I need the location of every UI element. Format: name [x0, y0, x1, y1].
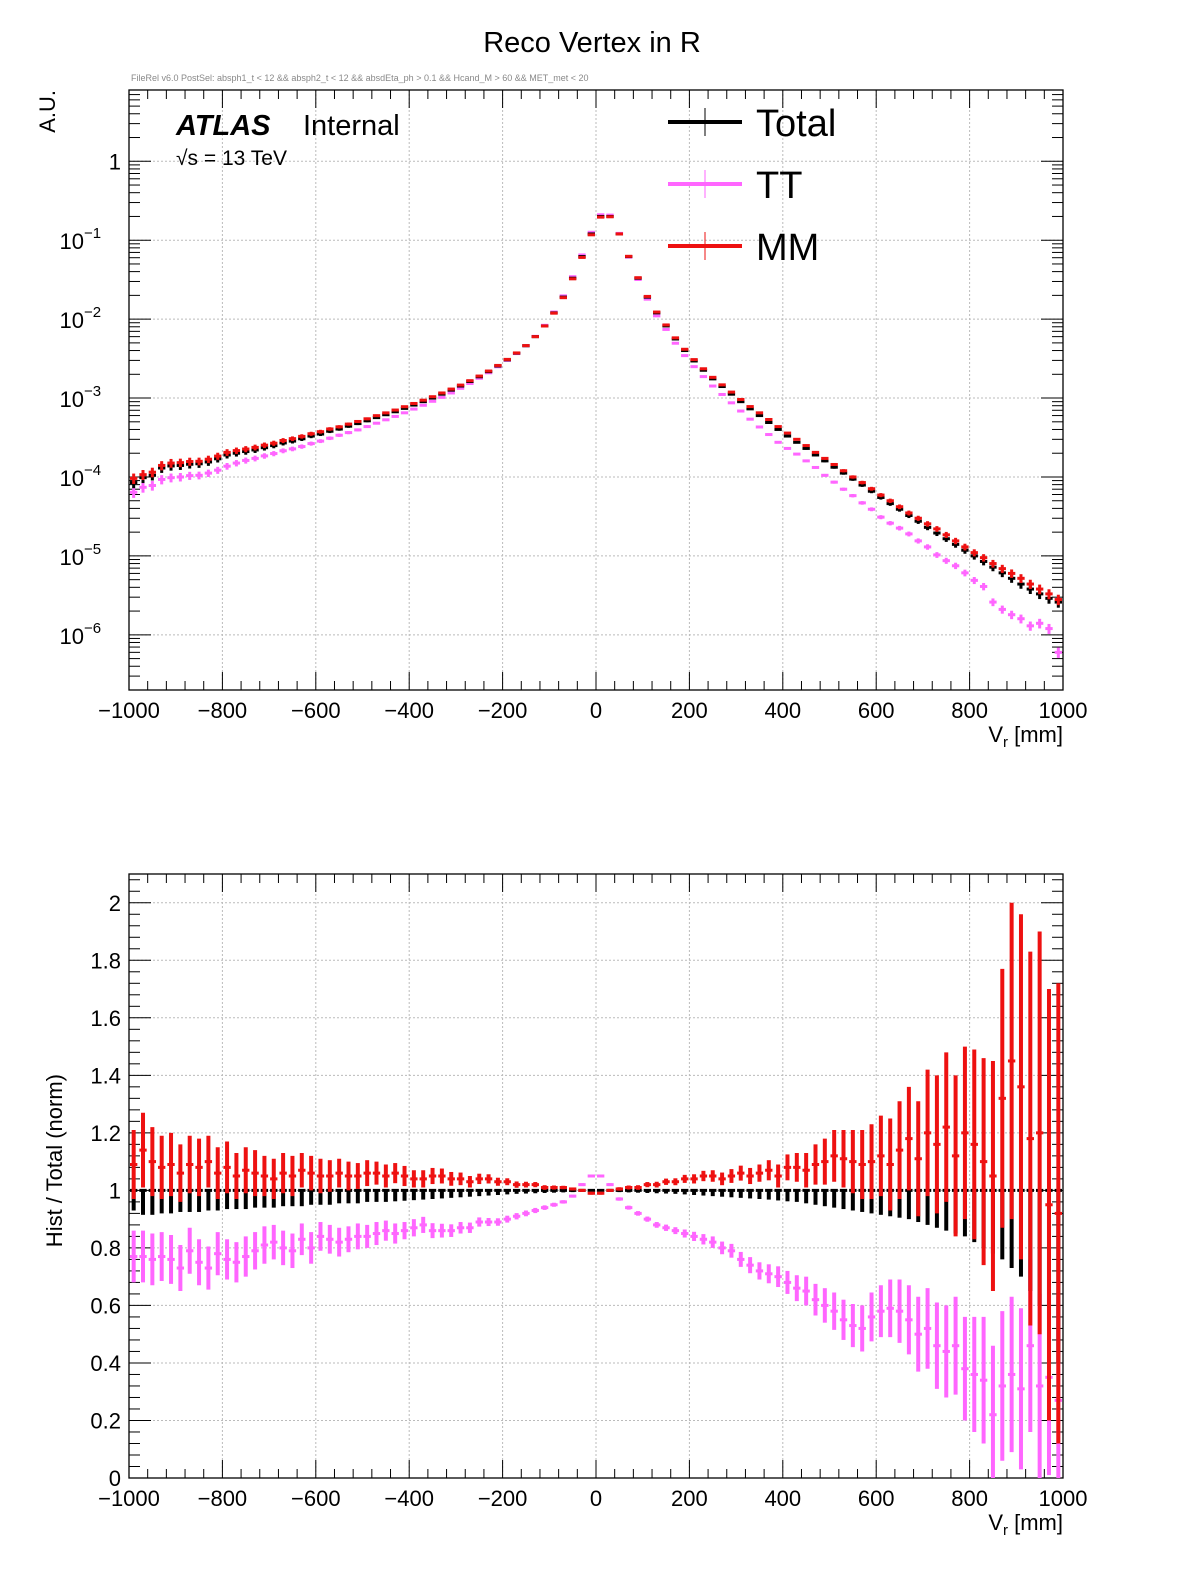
top-y-tick-label: 10: [60, 229, 84, 254]
bottom-y-tick-label: 2: [109, 891, 121, 916]
legend-label-total: Total: [756, 103, 836, 145]
energy-label: √s = 13 TeV: [176, 147, 287, 170]
legend-label-mm: MM: [756, 227, 819, 269]
bottom-y-tick-label: 1.6: [90, 1006, 121, 1031]
top-series-tt: [130, 213, 1062, 658]
top-x-tick-label: −400: [384, 698, 434, 723]
legend-label-tt: TT: [756, 165, 802, 207]
bottom-panel: 0 0.2 0.4 0.6 0.8 1 1.2 1.4 1.6 1.8 2 −1000 −800 −600…: [42, 873, 1088, 1539]
bottom-x-tick-label: −600: [291, 1486, 341, 1511]
bottom-series-total: [130, 1188, 1062, 1363]
atlas-label-status: Internal: [303, 110, 400, 142]
bottom-y-tick-label: 1.2: [90, 1121, 121, 1146]
bottom-x-tick-label: 0: [590, 1486, 602, 1511]
bottom-x-tick-label: 200: [671, 1486, 708, 1511]
top-y-tick-label-exponent: −1: [84, 225, 101, 242]
bottom-y-tick-label: 0.8: [90, 1236, 121, 1261]
top-x-tick-label: −1000: [98, 698, 160, 723]
bottom-x-tick-label: 800: [951, 1486, 988, 1511]
top-y-tick-label: 10: [60, 545, 84, 570]
selection-note: FileRel v6.0 PostSel: absph1_t < 12 && a…: [131, 73, 589, 83]
bottom-grid: [128, 874, 1064, 1479]
top-x-tick-label: 1000: [1039, 698, 1088, 723]
top-y-axis-title: A.U.: [35, 90, 60, 133]
bottom-y-tick-label: 1.8: [90, 948, 121, 973]
bottom-x-tick-label: −200: [478, 1486, 528, 1511]
top-x-tick-label: 0: [590, 698, 602, 723]
bottom-x-tick-label: −1000: [98, 1486, 160, 1511]
legend: Total TT MM: [668, 103, 836, 269]
top-x-axis-title: Vr [mm]: [988, 722, 1063, 751]
top-x-tick-label: 800: [951, 698, 988, 723]
bottom-y-tick-label: 0.2: [90, 1408, 121, 1433]
bottom-x-tick-label: 400: [764, 1486, 801, 1511]
top-x-tick-label: 600: [858, 698, 895, 723]
bottom-y-tick-label: 0: [109, 1466, 121, 1491]
top-grid: [128, 90, 1064, 690]
bottom-y-axis-title: Hist / Total (norm): [42, 1074, 67, 1247]
top-y-tick-label: 1: [109, 149, 121, 174]
top-y-tick-label: 10: [60, 387, 84, 412]
top-y-tick-label-exponent: −4: [84, 462, 101, 479]
top-x-tick-label: −800: [198, 698, 248, 723]
atlas-label: ATLAS Internal √s = 13 TeV: [175, 110, 400, 170]
bottom-y-tick-label: 1.4: [90, 1063, 121, 1088]
top-y-tick-label: 10: [60, 466, 84, 491]
top-y-ticks: [129, 89, 1063, 691]
top-y-tick-label-exponent: −6: [84, 620, 101, 637]
top-y-tick-label-exponent: −2: [84, 304, 101, 321]
bottom-series-mm: [130, 902, 1062, 1444]
top-y-tick-label-exponent: −5: [84, 541, 101, 558]
bottom-x-tick-label: 1000: [1039, 1486, 1088, 1511]
bottom-x-tick-label: 600: [858, 1486, 895, 1511]
top-x-tick-label: 400: [764, 698, 801, 723]
top-series-mm: [130, 215, 1062, 606]
bottom-x-tick-label: −800: [198, 1486, 248, 1511]
top-panel: 110−110−210−310−410−510 −6−1000 −800 −600 −4…: [35, 89, 1088, 751]
top-x-tick-label: −200: [478, 698, 528, 723]
top-y-tick-label-exponent: −3: [84, 383, 101, 400]
atlas-label-bold: ATLAS: [175, 110, 271, 142]
top-y-tick-label: 10: [60, 624, 84, 649]
bottom-y-tick-label: 1: [109, 1178, 121, 1203]
figure-title: Reco Vertex in R: [483, 27, 701, 59]
bottom-y-tick-label: 0.6: [90, 1293, 121, 1318]
top-x-tick-label: 200: [671, 698, 708, 723]
bottom-x-tick-label: −400: [384, 1486, 434, 1511]
header: Reco Vertex in R FileRel v6.0 PostSel: a…: [131, 27, 701, 83]
top-x-tick-label: −600: [291, 698, 341, 723]
bottom-x-axis-title: Vr [mm]: [988, 1510, 1063, 1539]
top-y-tick-label: 10: [60, 308, 84, 333]
bottom-y-tick-label: 0.4: [90, 1351, 121, 1376]
